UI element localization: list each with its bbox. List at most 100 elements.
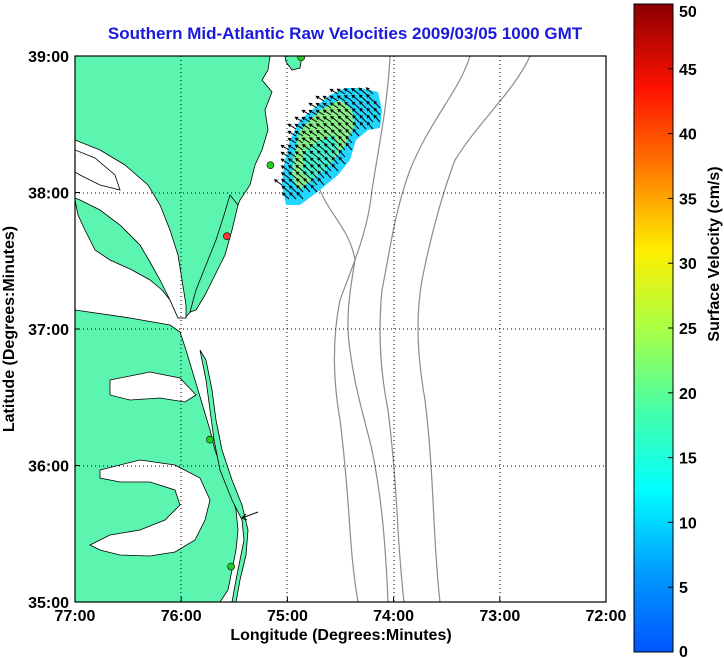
velocity-arrow [316,136,325,144]
velocity-arrow [310,184,318,193]
velocity-arrow [352,114,360,123]
velocity-arrow [316,150,325,158]
velocity-arrow [294,137,304,144]
velocity-arrow [337,108,346,116]
velocity-arrow [373,100,381,109]
velocity-arrow [331,149,339,158]
velocity-arrow [301,137,311,144]
velocity-arrow [287,158,297,165]
velocity-arrow [351,94,360,102]
contour-middle [379,56,471,602]
velocity-arrow [294,151,304,158]
velocity-arrow [287,123,297,130]
velocity-arrow [301,116,311,123]
x-tick-label: 72:00 [586,608,627,625]
velocity-arrow [345,135,353,144]
colorbar-tick-label: 40 [679,127,697,144]
x-tick-label: 73:00 [479,608,520,625]
velocity-arrow [294,116,304,123]
velocity-arrow [294,144,304,151]
velocity-arrow [366,100,374,109]
velocity-arrow [337,128,346,137]
x-tick-label: 76:00 [161,608,202,625]
x-axis-label: Longitude (Degrees:Minutes) [230,627,451,644]
velocity-arrow [295,157,304,165]
x-tick-label: 75:00 [267,608,308,625]
station-outer-banks-north [206,435,214,444]
colorbar-tick-label: 30 [679,256,697,273]
velocity-arrow [359,121,367,130]
velocity-arrow [366,114,374,123]
velocity-arrow [322,116,332,123]
land-outer-banks [199,349,249,602]
velocity-arrow [329,95,339,102]
velocity-arrow [323,136,332,144]
velocity-arrow [344,121,353,130]
velocity-arrow [336,102,346,109]
velocity-arrow [309,143,318,151]
velocity-arrow [280,158,290,165]
velocity-arrow [338,135,346,144]
y-tick-label: 38:00 [28,186,69,203]
velocity-arrow [336,88,346,95]
velocity-arrow [343,88,353,95]
velocity-arrow [344,115,353,123]
velocity-arrow [302,157,311,165]
velocity-arrow [281,185,290,193]
velocity-arrow [308,116,318,123]
velocity-arrow [302,164,311,172]
velocity-arrow [323,122,332,130]
velocity-arrow [310,177,318,186]
velocity-arrow [315,102,325,109]
colorbar-tick-label: 50 [679,4,697,21]
x-tick-label: 77:00 [55,608,96,625]
velocity-arrow [281,192,290,200]
velocity-arrow [315,123,325,130]
velocity-arrow [288,178,297,186]
velocity-arrow [343,95,353,102]
land-cape-may [284,56,303,71]
velocity-arrow [295,178,304,186]
y-tick-label: 35:00 [28,595,69,612]
velocity-arrow [315,130,325,137]
velocity-arrow [358,94,367,102]
y-tick-label: 39:00 [28,49,69,66]
velocity-arrow [309,157,318,165]
velocity-arrow [358,87,367,95]
x-tick-label: 74:00 [373,608,414,625]
map-title: Southern Mid-Atlantic Raw Velocities 200… [107,24,583,43]
velocity-arrow [310,170,318,179]
velocity-arrow [344,108,353,116]
velocity-arrow [324,149,332,158]
velocity-arrow [317,163,325,172]
velocity-arrow [287,137,297,144]
velocity-arrow [344,101,353,109]
velocity-arrow [273,179,283,186]
velocity-arrow [329,109,339,116]
y-axis-label: Latitude (Degrees:Minutes) [1,226,18,432]
velocity-arrow [296,184,304,193]
y-tick-label: 36:00 [28,459,69,476]
y-axis-ticks: 39:00 38:00 37:00 36:00 35:00 [28,49,80,612]
velocity-arrow [330,129,339,137]
colorbar-tick-label: 45 [679,62,697,79]
velocity-arrow [351,87,360,95]
velocity-arrow [322,95,332,102]
velocity-arrow [317,177,325,186]
velocity-arrow [280,172,290,179]
velocity-arrow [330,122,339,130]
colorbar-label: Surface Velocity (cm/s) [706,166,723,341]
velocity-arrow [322,109,332,116]
velocity-arrow [330,115,339,123]
velocity-arrow [301,144,311,151]
velocity-arrow-south [241,511,259,521]
velocity-field [273,87,382,205]
velocity-arrows [273,87,381,200]
velocity-arrow [324,170,332,179]
velocity-arrow [324,156,332,165]
velocity-arrow [294,130,304,137]
velocity-arrow [281,178,290,186]
velocity-arrow [323,129,332,137]
velocity-arrow [365,87,374,95]
colorbar-tick-label: 0 [679,644,688,659]
